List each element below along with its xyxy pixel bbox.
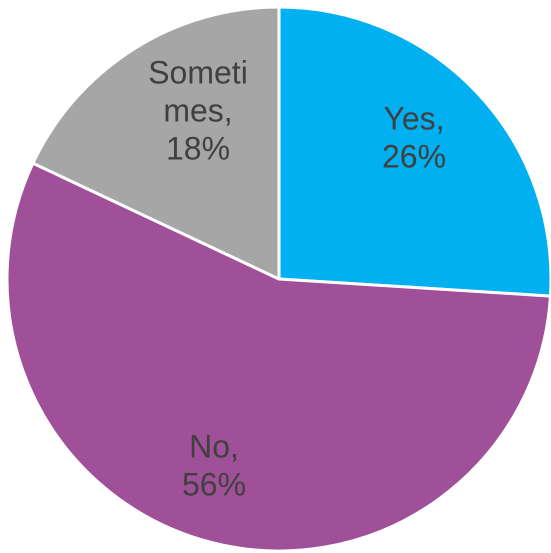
pie-label-no: No, 56% (182, 428, 246, 502)
pie-label-line: 18% (166, 130, 230, 166)
pie-label-yes: Yes, 26% (382, 100, 446, 174)
pie-label-line: 56% (182, 466, 246, 502)
pie-slice-no (5, 161, 551, 553)
pie-slice-sometimes (31, 5, 281, 281)
pie-label-sometimes: Someti mes, 18% (148, 54, 248, 166)
pie-label-line: Someti (148, 54, 248, 90)
pie-labels: Yes, 26% No, 56% Someti mes, 18% (148, 54, 446, 502)
pie-label-line: Yes, (383, 100, 444, 136)
pie-label-line: No, (189, 428, 239, 464)
pie-slice-yes (277, 5, 551, 298)
pie-label-line: mes, (163, 92, 232, 128)
pie-label-line: 26% (382, 138, 446, 174)
pie-slices (5, 5, 551, 553)
